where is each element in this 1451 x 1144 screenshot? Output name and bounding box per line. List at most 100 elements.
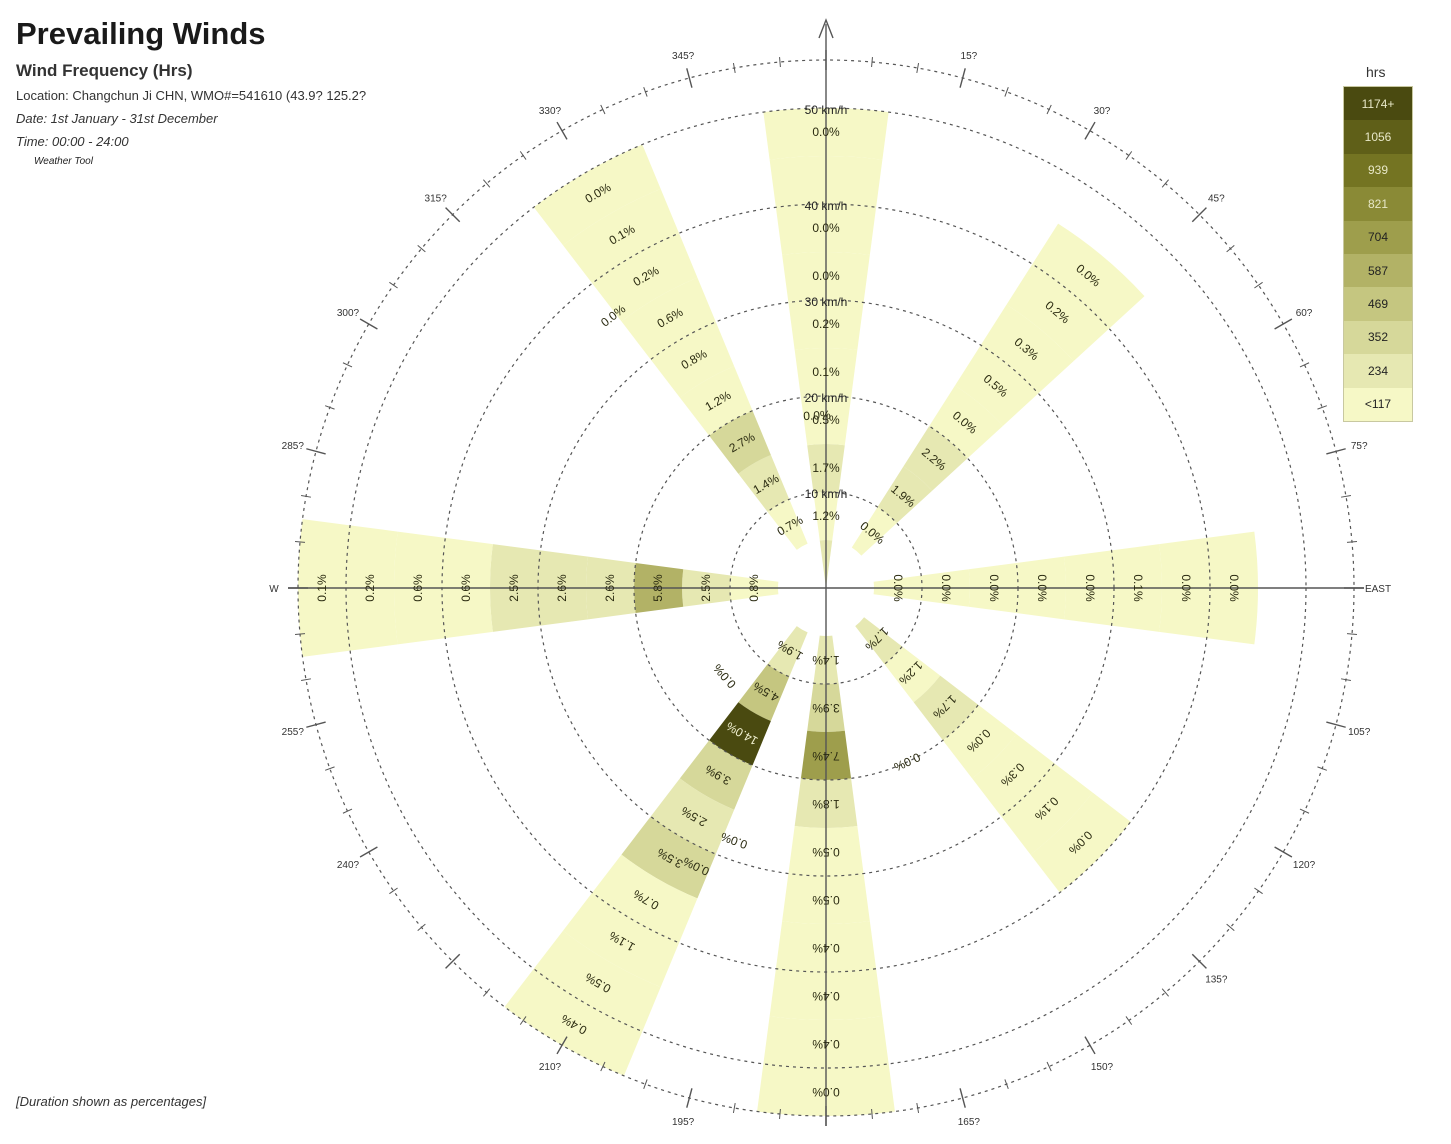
footnote: [Duration shown as percentages] [16,1094,207,1109]
direction-tick [1346,541,1358,543]
wind-sector-bin [980,304,1074,394]
bin-value-label: 0.6% [411,574,425,602]
legend-entry: <117 [1344,387,1412,421]
direction-tick [306,721,326,728]
bin-value-label: 0.5% [812,413,840,427]
bin-value-label: 0.1% [315,574,329,602]
direction-tick [1125,151,1133,160]
bin-value-label: 1.4% [812,653,840,667]
bin-value-label: 1.8% [812,797,840,811]
bin-value-label: 2.5% [507,574,521,602]
north-arrow-icon [818,18,834,39]
direction-label: 60? [1296,308,1313,319]
direction-tick [417,923,426,931]
speed-ring-label: 50 km/h [805,103,848,117]
direction-tick [1254,887,1263,895]
wind-sector-bin [851,507,897,556]
direction-tick [417,245,426,253]
direction-label: 345? [672,51,695,62]
legend-entry: 1056 [1344,120,1412,154]
location-text: Location: Changchun Ji CHN, WMO#=541610 … [16,88,367,103]
direction-tick [483,988,491,997]
bin-value-label: 0.0% [812,269,840,283]
wind-sector-bin [1001,763,1093,855]
direction-tick [959,1088,966,1108]
legend-entry-label: 469 [1367,297,1389,312]
bin-value-label: 0.5% [812,845,840,859]
bin-value-label: 0.0% [812,221,840,235]
direction-tick [1084,121,1096,140]
direction-label: 300? [337,308,360,319]
bin-value-label: 2.6% [603,574,617,602]
speed-ring-label: 20 km/h [805,391,848,405]
bin-value-label: 0.0% [987,574,1001,602]
direction-tick [1326,721,1346,728]
direction-tick [643,86,648,97]
wind-sector-bin [929,385,1003,459]
legend-entry: 821 [1344,187,1412,221]
bin-value-label: 0.0% [812,1085,840,1099]
chart-subtitle: Wind Frequency (Hrs) [16,61,193,80]
bin-value-label: 1.2% [812,509,840,523]
legend-entry-label: <117 [1364,397,1392,412]
direction-tick [779,56,781,68]
direction-tick [1004,1079,1009,1090]
direction-tick [1046,104,1052,115]
direction-tick [1274,846,1293,858]
wind-sector-bin [972,734,1055,817]
bin-value-label: 0.0% [891,574,905,602]
bin-value-label: 0.0% [939,574,953,602]
wind-sector-bin [767,499,808,550]
bin-value-label: 0.0% [1227,574,1241,602]
legend-title: hrs [1366,64,1386,80]
direction-tick [643,1079,648,1090]
legend-entry-label: 939 [1367,163,1389,178]
speed-label-group: 10 km/h 20 km/h 30 km/h 40 km/h 50 km/h [805,103,848,501]
wind-sector-bin [592,233,698,322]
direction-tick [1340,494,1351,498]
wind-sector-bin [738,454,790,512]
direction-label-group: 15? 30? 45? 60? 75? EAST 105? 120? 135? 150? 165? 1… [269,51,1391,1128]
bin-value-label: 0.4% [812,989,840,1003]
axis-group [288,18,1364,1126]
legend-entry: 352 [1344,320,1412,355]
bin-value-label: 0.5% [812,893,840,907]
direction-tick [1326,448,1346,455]
wind-sector-bin [504,968,643,1076]
date-range-text: Date: 1st January - 31st December [16,111,218,126]
legend-entry: 469 [1344,287,1412,321]
legend-entry: 1174+ [1344,87,1412,121]
direction-tick [445,953,461,969]
direction-tick [306,448,326,455]
direction-label: 285? [282,441,305,452]
wind-sector-bin [738,664,790,722]
direction-tick [1317,405,1328,410]
legend: 1174+ 1056 939 821 704 587 469 352 234 <117 [1343,86,1413,422]
wind-sector-bin [1006,264,1110,362]
direction-tick [1191,953,1207,969]
direction-tick [389,887,398,895]
direction-tick [1299,362,1310,368]
direction-label: 45? [1208,194,1225,205]
speed-ring-label: 40 km/h [805,199,848,213]
direction-tick [1161,179,1169,188]
direction-tick [294,633,306,635]
wind-sector-bin [592,854,698,943]
wind-sector-bin [1030,792,1131,893]
wind-sector-bin [767,626,808,677]
direction-tick [519,151,527,160]
wind-sector-bin [709,702,771,766]
direction-tick [294,541,306,543]
wind-sector-bin [533,930,661,1032]
bin-value-label: 0.0% [1083,574,1097,602]
direction-label: EAST [1365,584,1391,595]
bin-value-label: 0.6% [459,574,473,602]
direction-label: 195? [672,1117,695,1128]
direction-tick [342,362,353,368]
direction-tick [959,68,966,88]
direction-label: 315? [425,194,448,205]
bin-value-label: 0.2% [812,317,840,331]
legend-entry-label: 1174+ [1361,96,1395,111]
direction-tick [483,179,491,188]
